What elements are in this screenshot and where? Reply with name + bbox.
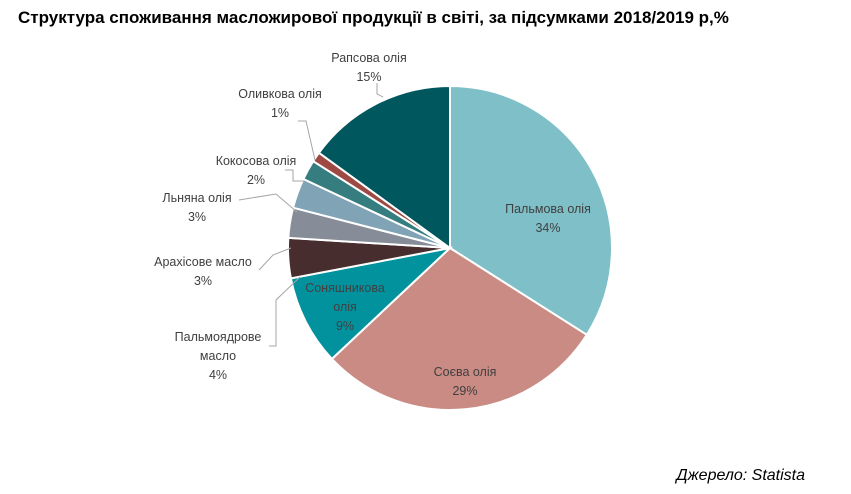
pie-slice xyxy=(330,246,589,411)
leader-line xyxy=(285,169,304,182)
leader-line xyxy=(376,83,384,98)
pie-slice xyxy=(317,84,451,250)
source-note: Джерело: Statista xyxy=(676,467,805,484)
chart-title: Структура споживання масложирової продук… xyxy=(18,8,729,27)
slice-data-label: Соняшникова олія 9% xyxy=(305,281,385,333)
slice-data-label: Соєва олія 29% xyxy=(434,365,497,398)
leader-line xyxy=(238,193,298,213)
slice-data-label: Арахісове масло 3% xyxy=(154,255,252,288)
slice-data-label: Оливкова олія 1% xyxy=(238,87,322,120)
pie-slice xyxy=(289,246,454,361)
leader-line xyxy=(269,276,301,347)
slice-data-label: Кокосова олія 2% xyxy=(216,154,297,187)
slice-data-label: Льняна олія 3% xyxy=(162,191,231,224)
slice-data-label: Рапсова олія 15% xyxy=(331,51,406,84)
slice-data-label: Пальмова олія 34% xyxy=(505,202,591,235)
leader-line xyxy=(298,120,316,161)
leader-line xyxy=(258,247,292,271)
slice-data-label: Пальмоядрове масло 4% xyxy=(175,330,262,382)
